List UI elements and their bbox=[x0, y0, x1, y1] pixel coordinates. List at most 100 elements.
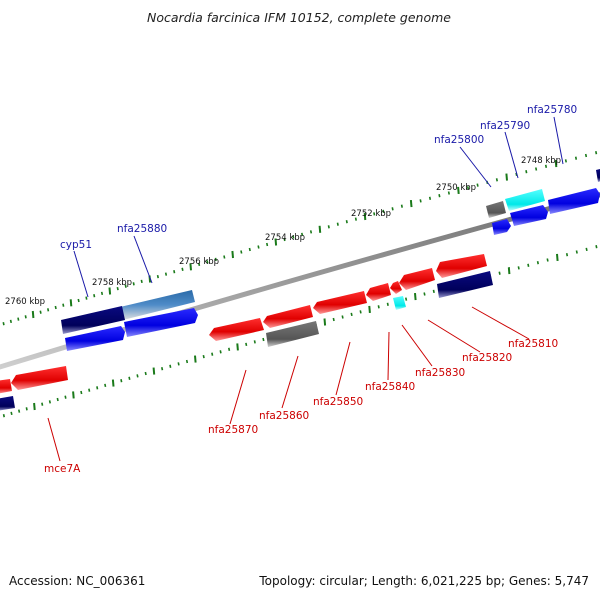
gene-feature[interactable] bbox=[124, 308, 198, 337]
topology-text: Topology: circular; Length: 6,021,225 bp… bbox=[259, 574, 589, 588]
minor-tick bbox=[56, 397, 59, 402]
minor-tick bbox=[164, 272, 168, 276]
minor-tick bbox=[96, 386, 99, 390]
gene-feature[interactable] bbox=[393, 296, 406, 310]
minor-tick bbox=[432, 289, 435, 294]
minor-tick bbox=[527, 263, 530, 267]
gene-feature[interactable] bbox=[436, 254, 487, 278]
gene-feature[interactable] bbox=[11, 366, 68, 390]
gene-label[interactable]: nfa25880 bbox=[117, 223, 167, 235]
gene-feature[interactable] bbox=[596, 168, 600, 182]
gene-label[interactable]: cyp51 bbox=[60, 239, 92, 251]
minor-tick bbox=[386, 302, 389, 306]
minor-tick bbox=[62, 303, 65, 307]
minor-tick bbox=[161, 367, 164, 371]
scale-label-2754: 2754 kbp bbox=[265, 233, 305, 243]
gene-feature[interactable] bbox=[266, 321, 319, 347]
gene-feature[interactable] bbox=[390, 281, 402, 294]
minor-tick bbox=[128, 376, 131, 380]
major-tick bbox=[368, 305, 371, 313]
gene-label[interactable]: nfa25810 bbox=[508, 338, 558, 350]
minor-tick bbox=[248, 247, 251, 252]
gene-feature[interactable] bbox=[0, 379, 12, 394]
gene-feature[interactable] bbox=[437, 271, 493, 298]
minor-tick bbox=[245, 342, 248, 347]
minor-tick bbox=[198, 262, 201, 267]
gene-feature[interactable] bbox=[399, 268, 435, 290]
minor-tick bbox=[266, 242, 269, 247]
minor-tick bbox=[85, 296, 88, 300]
gene-label[interactable]: nfa25860 bbox=[259, 410, 309, 422]
scale-label-2756: 2756 kbp bbox=[179, 257, 219, 267]
minor-tick bbox=[41, 402, 44, 406]
minor-tick bbox=[565, 253, 569, 257]
minor-tick bbox=[93, 294, 96, 298]
minor-tick bbox=[466, 186, 470, 190]
minor-tick bbox=[595, 245, 598, 249]
gene-label[interactable]: nfa25850 bbox=[313, 396, 363, 408]
gene-feature[interactable] bbox=[505, 189, 545, 211]
major-tick bbox=[556, 253, 559, 261]
gene-feature[interactable] bbox=[61, 306, 125, 334]
minor-tick bbox=[438, 194, 441, 198]
gene-label[interactable]: nfa25870 bbox=[208, 424, 258, 436]
minor-tick bbox=[283, 237, 286, 242]
minor-tick bbox=[405, 297, 408, 301]
minor-tick bbox=[80, 390, 83, 395]
minor-tick bbox=[120, 379, 123, 383]
gene-feature[interactable] bbox=[492, 219, 511, 235]
gene-feature[interactable] bbox=[209, 318, 264, 341]
major-tick bbox=[111, 379, 115, 387]
major-tick bbox=[409, 200, 413, 208]
minor-tick bbox=[447, 191, 450, 195]
minor-tick bbox=[39, 310, 42, 314]
minor-tick bbox=[240, 250, 243, 254]
gene-label[interactable]: nfa25820 bbox=[462, 352, 512, 364]
minor-tick bbox=[575, 250, 578, 254]
minor-tick bbox=[100, 291, 104, 296]
gene-feature[interactable] bbox=[486, 201, 506, 218]
minor-tick bbox=[48, 400, 51, 404]
gene-label[interactable]: nfa25800 bbox=[434, 134, 484, 146]
minor-tick bbox=[47, 308, 50, 312]
minor-tick bbox=[18, 409, 21, 413]
major-tick bbox=[323, 318, 327, 326]
scale-label-2752: 2752 kbp bbox=[351, 209, 391, 219]
minor-tick bbox=[327, 225, 330, 229]
gene-feature[interactable] bbox=[548, 188, 600, 214]
minor-tick bbox=[544, 164, 548, 168]
minor-tick bbox=[223, 255, 226, 259]
minor-tick bbox=[206, 260, 209, 264]
major-tick bbox=[554, 160, 558, 168]
minor-tick bbox=[88, 388, 91, 392]
major-tick bbox=[363, 212, 367, 221]
minor-tick bbox=[2, 414, 5, 418]
gene-label[interactable]: nfa25790 bbox=[480, 120, 530, 132]
gene-feature[interactable] bbox=[510, 205, 548, 226]
gene-label[interactable]: nfa25830 bbox=[415, 367, 465, 379]
minor-tick bbox=[116, 286, 119, 291]
gene-feature[interactable] bbox=[65, 326, 125, 351]
leader-lines bbox=[47, 116, 564, 462]
scale-label-2760: 2760 kbp bbox=[5, 297, 45, 307]
minor-tick bbox=[181, 267, 184, 271]
gene-feature[interactable] bbox=[120, 290, 195, 320]
gene-feature[interactable] bbox=[313, 291, 367, 314]
gene-feature[interactable] bbox=[0, 396, 15, 411]
gene-label[interactable]: mce7A bbox=[44, 463, 81, 475]
gene-label[interactable]: nfa25840 bbox=[365, 381, 415, 393]
reverse-strand-features bbox=[0, 254, 493, 411]
gene-feature[interactable] bbox=[366, 283, 391, 301]
gene-label[interactable]: nfa25780 bbox=[527, 104, 577, 116]
major-tick bbox=[414, 293, 417, 301]
major-tick bbox=[505, 173, 508, 181]
accession-text: Accession: NC_006361 bbox=[9, 574, 146, 588]
gene-feature[interactable] bbox=[263, 305, 313, 328]
minor-tick bbox=[391, 207, 394, 211]
minor-tick bbox=[17, 317, 20, 321]
minor-tick bbox=[54, 305, 57, 310]
minor-tick bbox=[169, 364, 172, 368]
minor-tick bbox=[301, 232, 304, 237]
minor-tick bbox=[359, 310, 362, 314]
